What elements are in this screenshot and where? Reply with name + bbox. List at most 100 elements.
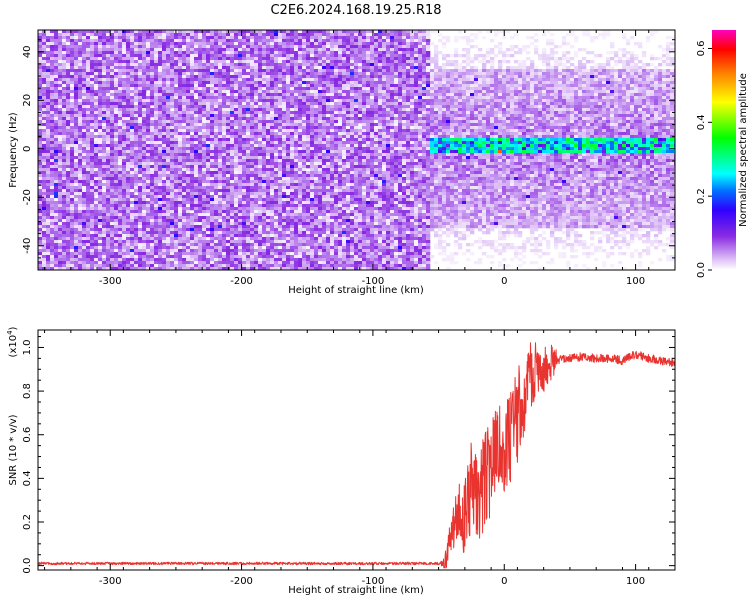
heatmap-cell bbox=[466, 51, 471, 55]
heatmap-cell bbox=[162, 69, 167, 73]
heatmap-cell bbox=[670, 108, 675, 112]
heatmap-cell bbox=[298, 99, 303, 103]
heatmap-cell bbox=[270, 111, 275, 115]
heatmap-cell bbox=[422, 102, 427, 106]
heatmap-cell bbox=[542, 93, 547, 97]
heatmap-cell bbox=[114, 30, 119, 34]
heatmap-cell bbox=[142, 78, 147, 82]
heatmap-cell bbox=[450, 90, 455, 94]
heatmap-cell bbox=[38, 90, 43, 94]
heatmap-cell bbox=[610, 66, 615, 70]
heatmap-cell bbox=[118, 96, 123, 100]
heatmap-cell bbox=[126, 117, 131, 121]
heatmap-cell bbox=[270, 45, 275, 49]
heatmap-cell bbox=[326, 96, 331, 100]
heatmap-cell bbox=[622, 36, 627, 40]
heatmap-cell bbox=[430, 108, 435, 112]
heatmap-cell bbox=[106, 54, 111, 58]
heatmap-cell bbox=[654, 102, 659, 106]
heatmap-cell bbox=[438, 108, 443, 112]
heatmap-cell bbox=[150, 60, 155, 64]
heatmap-cell bbox=[546, 78, 551, 82]
heatmap-cell bbox=[318, 42, 323, 46]
heatmap-cell bbox=[470, 72, 475, 76]
heatmap-cell bbox=[638, 60, 643, 64]
heatmap-cell bbox=[490, 39, 495, 43]
heatmap-cell bbox=[546, 96, 551, 100]
heatmap-cell bbox=[594, 108, 599, 112]
heatmap-cell bbox=[106, 102, 111, 106]
heatmap-cell bbox=[142, 48, 147, 52]
heatmap-cell bbox=[206, 42, 211, 46]
heatmap-cell bbox=[262, 51, 267, 55]
heatmap-cell bbox=[654, 87, 659, 91]
heatmap-cell bbox=[598, 75, 603, 79]
heatmap-cell bbox=[434, 129, 439, 133]
heatmap-cell bbox=[630, 51, 635, 55]
heatmap-cell bbox=[338, 84, 343, 88]
heatmap-cell bbox=[462, 102, 467, 106]
heatmap-cell bbox=[350, 72, 355, 76]
heatmap-cell bbox=[422, 57, 427, 61]
heatmap-cell bbox=[662, 60, 667, 64]
heatmap-cell bbox=[106, 129, 111, 133]
heatmap-cell bbox=[334, 87, 339, 91]
heatmap-cell bbox=[178, 123, 183, 127]
heatmap-cell bbox=[546, 42, 551, 46]
heatmap-cell bbox=[394, 69, 399, 73]
heatmap-cell bbox=[130, 39, 135, 43]
heatmap-cell bbox=[166, 111, 171, 115]
heatmap-cell bbox=[174, 39, 179, 43]
heatmap-cell bbox=[382, 33, 387, 37]
heatmap-cell bbox=[606, 57, 611, 61]
heatmap-cell bbox=[666, 42, 671, 46]
heatmap-cell bbox=[278, 111, 283, 115]
heatmap-cell bbox=[610, 129, 615, 133]
heatmap-cell bbox=[362, 54, 367, 58]
heatmap-cell bbox=[134, 72, 139, 76]
heatmap-cell bbox=[198, 96, 203, 100]
heatmap-cell bbox=[498, 60, 503, 64]
heatmap-cell bbox=[486, 111, 491, 115]
heatmap-cell bbox=[102, 60, 107, 64]
heatmap-cell bbox=[446, 90, 451, 94]
heatmap-cell bbox=[670, 75, 675, 79]
heatmap-cell bbox=[558, 117, 563, 121]
heatmap-cell bbox=[86, 120, 91, 124]
heatmap-cell bbox=[226, 57, 231, 61]
heatmap-cell bbox=[230, 117, 235, 121]
heatmap-cell bbox=[162, 126, 167, 130]
heatmap-cell bbox=[618, 90, 623, 94]
heatmap-cell bbox=[278, 87, 283, 91]
heatmap-cell bbox=[390, 123, 395, 127]
heatmap-cell bbox=[226, 96, 231, 100]
heatmap-cell bbox=[630, 63, 635, 67]
heatmap-cell bbox=[598, 117, 603, 121]
heatmap-cell bbox=[294, 57, 299, 61]
heatmap-cell bbox=[654, 90, 659, 94]
heatmap-cell bbox=[526, 51, 531, 55]
heatmap-cell bbox=[118, 111, 123, 115]
heatmap-cell bbox=[366, 72, 371, 76]
heatmap-cell bbox=[206, 126, 211, 130]
heatmap-cell bbox=[330, 123, 335, 127]
heatmap-cell bbox=[586, 129, 591, 133]
heatmap-cell bbox=[166, 129, 171, 133]
heatmap-cell bbox=[134, 42, 139, 46]
heatmap-cell bbox=[222, 84, 227, 88]
heatmap-cell bbox=[54, 108, 59, 112]
heatmap-cell bbox=[158, 30, 163, 34]
heatmap-cell bbox=[530, 90, 535, 94]
heatmap-cell bbox=[622, 54, 627, 58]
heatmap-cell bbox=[594, 117, 599, 121]
heatmap-cell bbox=[38, 114, 43, 118]
heatmap-cell bbox=[230, 60, 235, 64]
heatmap-cell bbox=[90, 72, 95, 76]
heatmap-cell bbox=[502, 69, 507, 73]
heatmap-cell bbox=[330, 126, 335, 130]
heatmap-cell bbox=[554, 81, 559, 85]
heatmap-cell bbox=[154, 39, 159, 43]
heatmap-cell bbox=[430, 111, 435, 115]
heatmap-cell bbox=[42, 108, 47, 112]
heatmap-cell bbox=[50, 111, 55, 115]
